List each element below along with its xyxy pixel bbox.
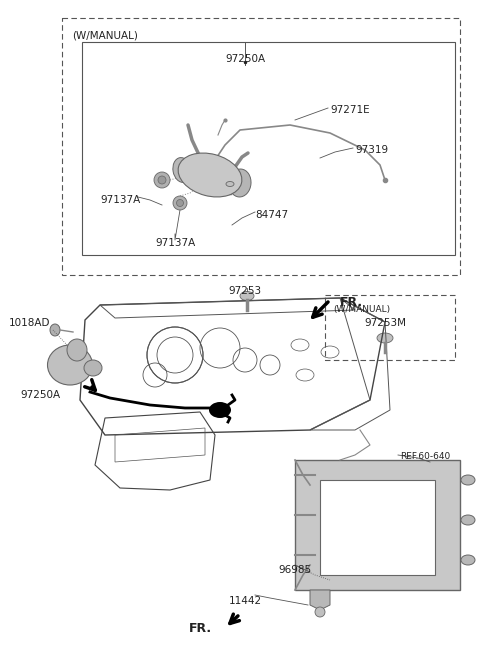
Text: FR.: FR. (189, 622, 212, 635)
Ellipse shape (377, 333, 393, 343)
Ellipse shape (461, 555, 475, 565)
Ellipse shape (226, 181, 234, 187)
Text: REF.60-640: REF.60-640 (400, 452, 450, 461)
Text: 97250A: 97250A (225, 54, 265, 64)
Ellipse shape (48, 345, 93, 385)
Ellipse shape (50, 324, 60, 336)
Text: (W/MANUAL): (W/MANUAL) (333, 305, 390, 314)
Text: FR.: FR. (340, 296, 363, 309)
Ellipse shape (209, 402, 231, 418)
Ellipse shape (84, 360, 102, 376)
Ellipse shape (67, 339, 87, 361)
Text: 97271E: 97271E (330, 105, 370, 115)
Ellipse shape (229, 169, 251, 197)
Text: (W/MANUAL): (W/MANUAL) (72, 30, 138, 40)
Text: 97253: 97253 (228, 286, 262, 296)
Ellipse shape (240, 292, 254, 300)
Ellipse shape (461, 515, 475, 525)
Text: 97319: 97319 (355, 145, 388, 155)
Polygon shape (310, 590, 330, 610)
Ellipse shape (461, 475, 475, 485)
Bar (320, 480, 435, 575)
Circle shape (173, 196, 187, 210)
Ellipse shape (178, 153, 242, 197)
Text: 97137A: 97137A (100, 195, 140, 205)
Text: 97253M: 97253M (364, 318, 406, 328)
Circle shape (177, 200, 183, 206)
Text: 96985: 96985 (278, 565, 312, 575)
Polygon shape (295, 460, 460, 590)
Text: 97250A: 97250A (20, 390, 60, 400)
Text: 1018AD: 1018AD (9, 318, 51, 328)
Text: 84747: 84747 (255, 210, 288, 220)
Text: 11442: 11442 (228, 596, 262, 606)
Circle shape (315, 607, 325, 617)
Ellipse shape (173, 158, 191, 183)
Circle shape (154, 172, 170, 188)
Text: 97137A: 97137A (155, 238, 195, 248)
Circle shape (158, 176, 166, 184)
